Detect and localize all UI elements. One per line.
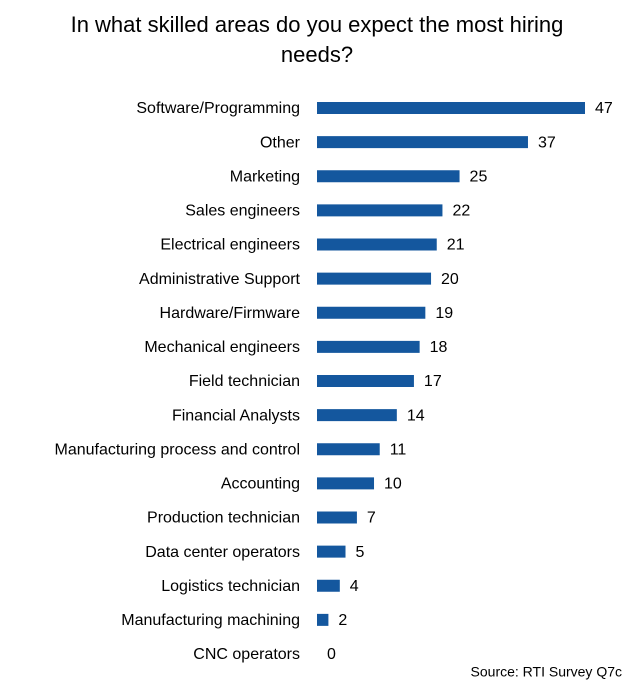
bar [317, 170, 460, 183]
category-label: Other [260, 134, 301, 151]
value-label: 47 [595, 100, 613, 117]
bar [317, 102, 585, 114]
bar [317, 306, 426, 319]
category-label: Logistics technician [161, 578, 300, 595]
source-note: Source: RTI Survey Q7c [471, 664, 622, 680]
category-label: Marketing [230, 168, 300, 185]
value-label: 21 [447, 237, 465, 254]
value-label: 14 [407, 407, 425, 424]
value-label: 25 [470, 168, 488, 185]
bar [317, 545, 346, 558]
value-label: 5 [356, 544, 365, 561]
value-label: 19 [435, 305, 453, 322]
bar [317, 579, 340, 592]
category-label: Software/Programming [136, 100, 300, 117]
value-label: 17 [424, 373, 442, 390]
bar [317, 375, 414, 387]
value-label: 0 [327, 646, 336, 663]
bar [317, 477, 375, 490]
category-label: Hardware/Firmware [160, 305, 301, 322]
bar [317, 511, 357, 524]
category-label: Sales engineers [185, 203, 300, 220]
chart-title: In what skilled areas do you expect the … [70, 12, 564, 67]
category-label: Mechanical engineers [144, 339, 300, 356]
bar [317, 272, 432, 285]
bar [317, 340, 420, 353]
category-label: Accounting [221, 476, 300, 493]
value-label: 2 [338, 612, 347, 629]
category-label: Manufacturing machining [121, 612, 300, 629]
value-label: 22 [452, 203, 470, 220]
category-label: Production technician [147, 510, 300, 527]
value-label: 11 [390, 441, 407, 458]
category-label: Data center operators [145, 544, 300, 561]
bar [317, 204, 443, 217]
bar [317, 238, 437, 251]
bar [317, 443, 380, 456]
bar [317, 136, 528, 149]
bar [317, 613, 329, 626]
category-label: CNC operators [193, 646, 300, 663]
category-label: Manufacturing process and control [55, 441, 300, 458]
value-label: 10 [384, 476, 402, 493]
category-label: Field technician [189, 373, 300, 390]
value-label: 20 [441, 271, 459, 288]
value-label: 7 [367, 510, 376, 527]
category-label: Financial Analysts [172, 407, 300, 424]
category-label: Electrical engineers [160, 237, 300, 254]
value-label: 37 [538, 134, 556, 151]
value-label: 4 [350, 578, 359, 595]
category-label: Administrative Support [139, 271, 301, 288]
value-label: 18 [430, 339, 448, 356]
bar [317, 409, 397, 422]
